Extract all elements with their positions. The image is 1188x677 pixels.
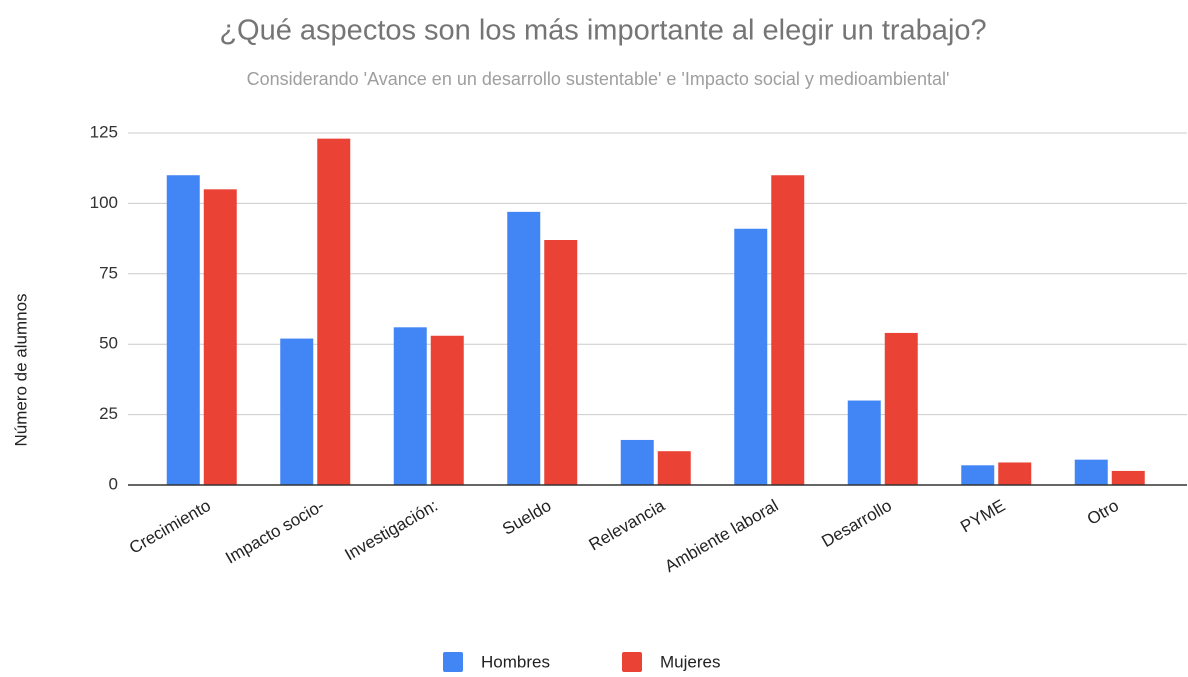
bar [620,439,654,485]
bar [166,175,200,486]
bar [961,465,995,485]
y-axis-title: Número de alumnos [11,293,30,446]
y-tick-label: 75 [99,263,118,282]
y-tick-label: 0 [109,474,118,493]
bar [657,451,691,485]
y-tick-label: 125 [90,122,118,141]
chart-subtitle: Considerando 'Avance en un desarrollo su… [247,69,950,89]
bar [507,211,541,485]
x-tick-label: Otro [1084,496,1122,529]
x-tick-label: Sueldo [499,496,554,539]
bar [734,228,768,485]
x-tick-label: Crecimiento [126,496,214,558]
bar [1111,470,1145,485]
bar [430,335,464,485]
legend-label: Mujeres [660,652,720,671]
bar [544,240,578,485]
legend-swatch [443,652,463,672]
x-tick-label: Relevancia [586,496,669,555]
legend-label: Hombres [481,652,550,671]
y-tick-label: 50 [99,334,118,353]
bar [1074,459,1108,485]
bar [393,327,427,485]
x-tick-label: Ambiente laboral [662,496,782,576]
bar [884,332,918,485]
bar [771,175,805,486]
x-tick-label: Investigación: [341,496,441,564]
bar [847,400,881,485]
y-tick-label: 100 [90,193,118,212]
legend-swatch [622,652,642,672]
chart-title: ¿Qué aspectos son los más importante al … [219,15,986,47]
x-tick-label: Desarrollo [818,496,895,551]
bar [280,338,314,485]
y-tick-label: 25 [99,404,118,423]
x-tick-label: Impacto socio- [222,496,327,568]
x-tick-label: PYME [957,496,1008,537]
bar [317,138,351,485]
bar [998,462,1032,485]
bar [203,189,237,485]
